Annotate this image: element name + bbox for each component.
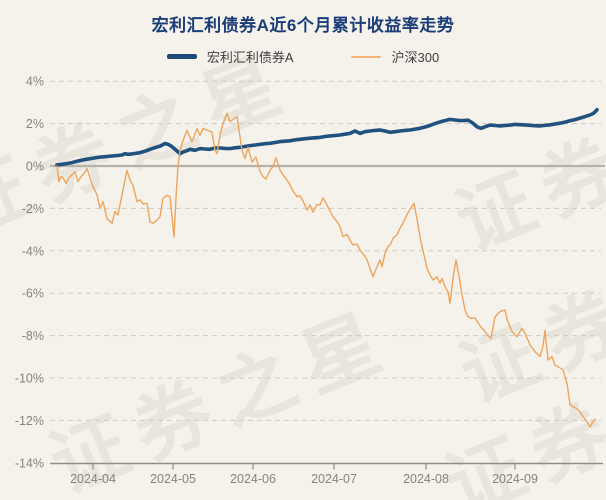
x-axis-label: 2024-08 bbox=[403, 472, 449, 486]
x-axis-label: 2024-04 bbox=[70, 472, 116, 486]
fund-line-swatch-icon bbox=[166, 54, 197, 59]
legend-label-csi300: 沪深300 bbox=[391, 50, 440, 65]
y-axis-label: 0% bbox=[26, 160, 44, 174]
x-axis-label: 2024-07 bbox=[311, 472, 357, 486]
y-axis-label: -12% bbox=[15, 414, 44, 428]
x-axis-label: 2024-06 bbox=[230, 472, 276, 486]
y-axis-label: -14% bbox=[15, 456, 44, 470]
legend: 宏利汇利债券A 沪深300 bbox=[0, 47, 606, 66]
csi300-line-swatch-icon bbox=[351, 55, 382, 58]
legend-item-fund[interactable]: 宏利汇利债券A bbox=[166, 47, 294, 66]
csi300-series-line bbox=[56, 112, 596, 428]
y-axis-label: -2% bbox=[22, 202, 44, 216]
y-axis-label: -8% bbox=[22, 329, 44, 343]
y-axis-label: -6% bbox=[22, 287, 44, 301]
x-axis-label: 2024-05 bbox=[150, 472, 196, 486]
y-axis-label: -10% bbox=[15, 372, 44, 386]
y-axis-label: 2% bbox=[26, 117, 44, 131]
fund-series-line bbox=[55, 108, 599, 167]
y-axis-label: -4% bbox=[22, 244, 44, 258]
legend-item-csi300[interactable]: 沪深300 bbox=[351, 47, 439, 66]
page-title: 宏利汇利债券A近6个月累计收益率走势 bbox=[151, 16, 455, 35]
legend-label-fund: 宏利汇利债券A bbox=[206, 50, 294, 65]
x-axis-label: 2024-09 bbox=[492, 472, 538, 486]
y-axis-label: 4% bbox=[26, 75, 44, 89]
